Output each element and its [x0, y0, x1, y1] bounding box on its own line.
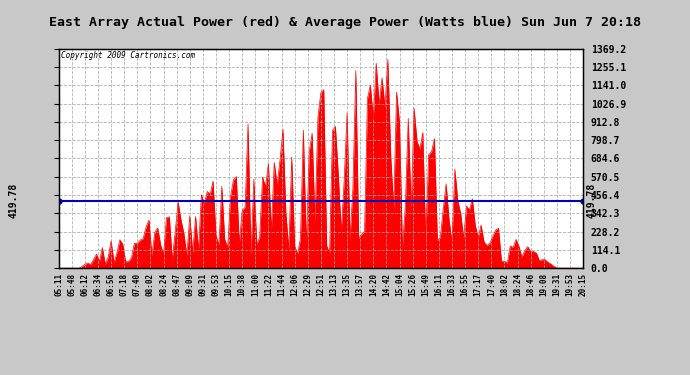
Text: 419.78: 419.78	[586, 183, 596, 219]
Text: East Array Actual Power (red) & Average Power (Watts blue) Sun Jun 7 20:18: East Array Actual Power (red) & Average …	[49, 16, 641, 29]
Text: 419.78: 419.78	[9, 183, 19, 219]
Text: Copyright 2009 Cartronics.com: Copyright 2009 Cartronics.com	[61, 51, 195, 60]
